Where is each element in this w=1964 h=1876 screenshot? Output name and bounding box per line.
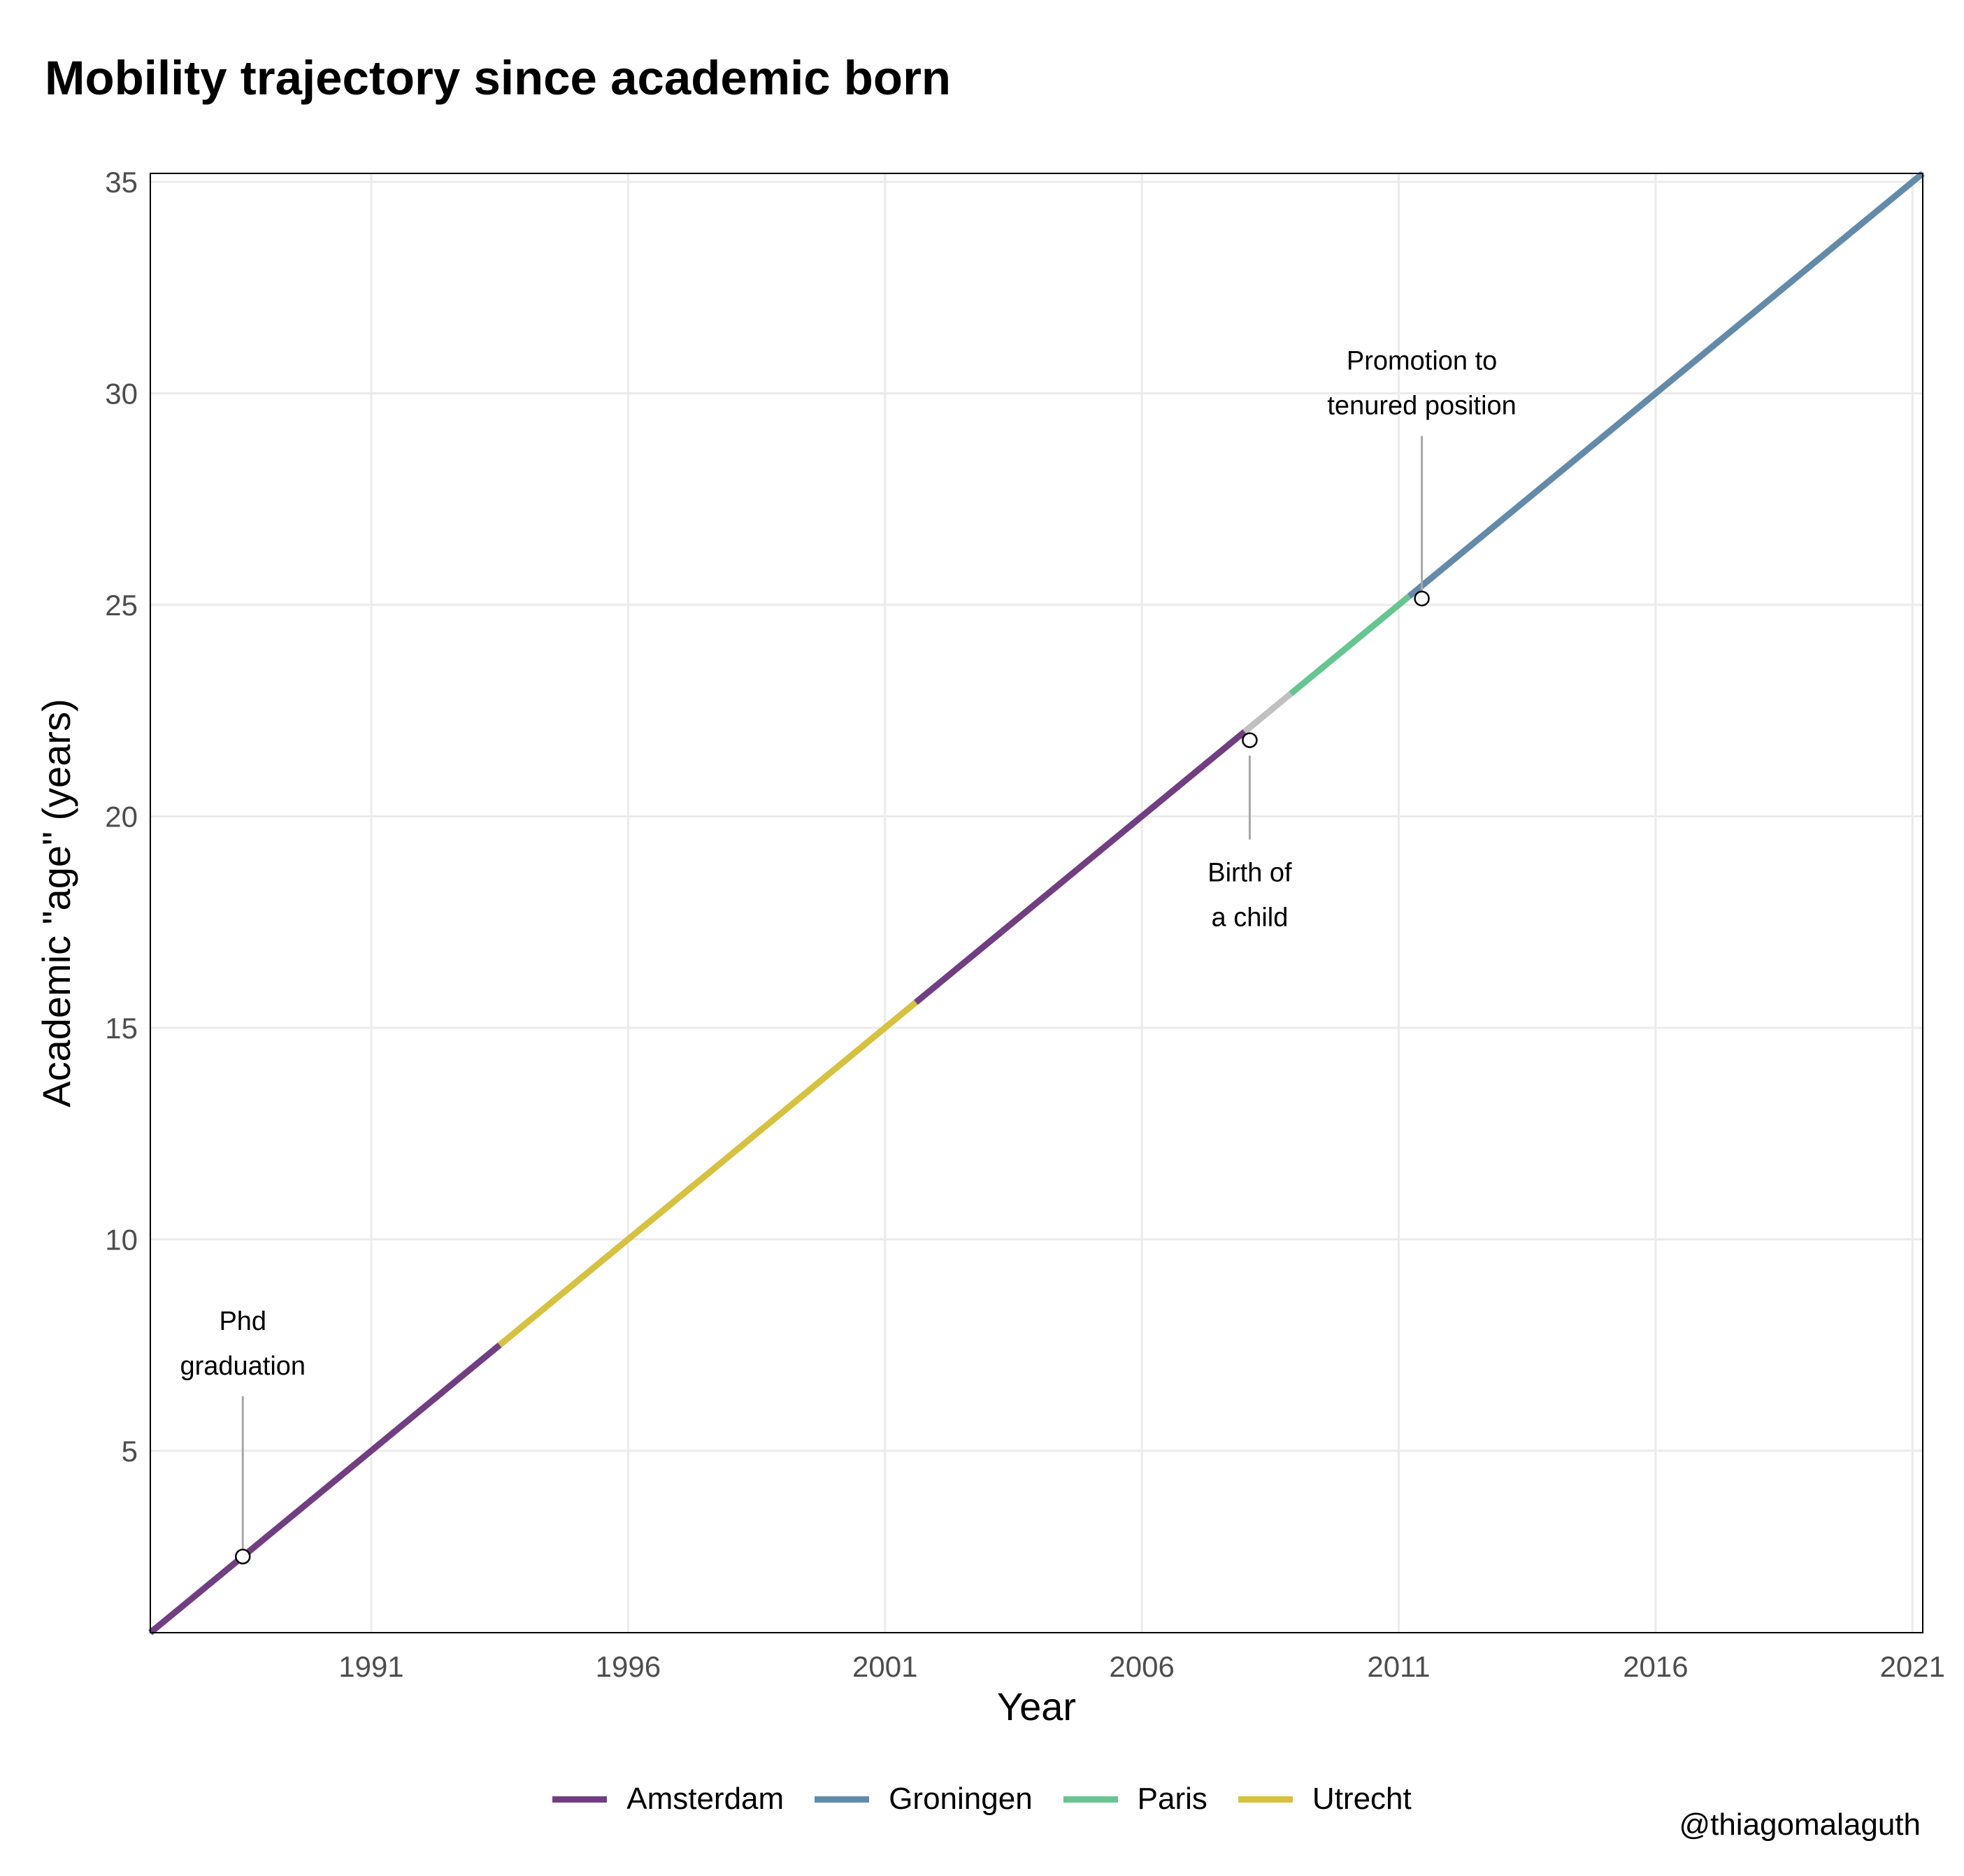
annotation-label-line: a child <box>1212 903 1289 933</box>
legend: Amsterdam Groningen Paris Utrecht <box>0 1782 1964 1817</box>
x-tick-label: 2001 <box>852 1650 917 1683</box>
annotation-label: Birth of a child <box>1207 859 1292 933</box>
annotation-label-line: Phd <box>219 1307 266 1336</box>
x-tick-label: 1991 <box>338 1650 403 1683</box>
series-lines <box>148 171 1925 1635</box>
legend-label: Groningen <box>889 1782 1033 1816</box>
y-tick-label: 35 <box>105 166 138 199</box>
series-line-amsterdam <box>913 729 1247 1005</box>
y-tick-label: 10 <box>105 1223 138 1256</box>
series-line-amsterdam <box>148 1342 502 1635</box>
legend-item-utrecht: Utrecht <box>1238 1782 1412 1817</box>
legend-key <box>552 1796 608 1803</box>
annotation-label-line: graduation <box>180 1352 306 1381</box>
series-line-paris <box>1289 594 1412 696</box>
plot-panel-border <box>150 173 1923 1633</box>
annotation-label: Promotion to tenured position <box>1327 347 1516 421</box>
axis-labels: 1991 1996 2001 2006 2011 2016 2021 5 10 15 20 25 30 3… <box>34 166 1945 1728</box>
y-axis-title: Academic "age" (years) <box>34 699 78 1107</box>
x-tick-label: 2021 <box>1880 1650 1945 1683</box>
annotation-label-line: Birth of <box>1207 859 1292 888</box>
series-line-utrecht <box>497 1000 918 1348</box>
legend-label: Utrecht <box>1312 1782 1412 1816</box>
y-tick-label: 25 <box>105 589 138 622</box>
x-tick-label: 1996 <box>596 1650 661 1683</box>
caption: @thiagomalaguth <box>1679 1807 1921 1842</box>
legend-item-groningen: Groningen <box>815 1782 1033 1817</box>
annotation-label: Phd graduation <box>180 1307 306 1381</box>
legend-key <box>815 1796 870 1803</box>
gap-segment <box>1242 691 1293 734</box>
y-tick-label: 15 <box>105 1012 138 1045</box>
series-line-groningen <box>1407 171 1925 599</box>
annotation-marker <box>1414 590 1430 607</box>
legend-label: Amsterdam <box>626 1782 784 1816</box>
annotation-marker <box>235 1548 251 1565</box>
y-tick-label: 30 <box>105 378 138 410</box>
y-tick-label: 20 <box>105 800 138 833</box>
x-tick-label: 2006 <box>1109 1650 1174 1683</box>
x-tick-label: 2016 <box>1623 1650 1688 1683</box>
y-tick-label: 5 <box>122 1435 138 1468</box>
annotation-label-line: tenured position <box>1327 392 1516 421</box>
chart-title: Mobility trajectory since academic born <box>45 51 952 105</box>
legend-item-paris: Paris <box>1063 1782 1207 1817</box>
annotation-marker <box>1242 732 1258 748</box>
annotations: Phd graduation Birth of a child Promotion to… <box>180 347 1517 1565</box>
annotation-label-line: Promotion to <box>1347 347 1497 376</box>
legend-label: Paris <box>1137 1782 1207 1816</box>
x-axis-title: Year <box>997 1684 1076 1728</box>
legend-key <box>1238 1796 1293 1803</box>
grid-lines <box>150 173 1923 1633</box>
x-tick-label: 2011 <box>1367 1650 1430 1683</box>
legend-key <box>1063 1796 1118 1803</box>
legend-item-amsterdam: Amsterdam <box>552 1782 784 1817</box>
